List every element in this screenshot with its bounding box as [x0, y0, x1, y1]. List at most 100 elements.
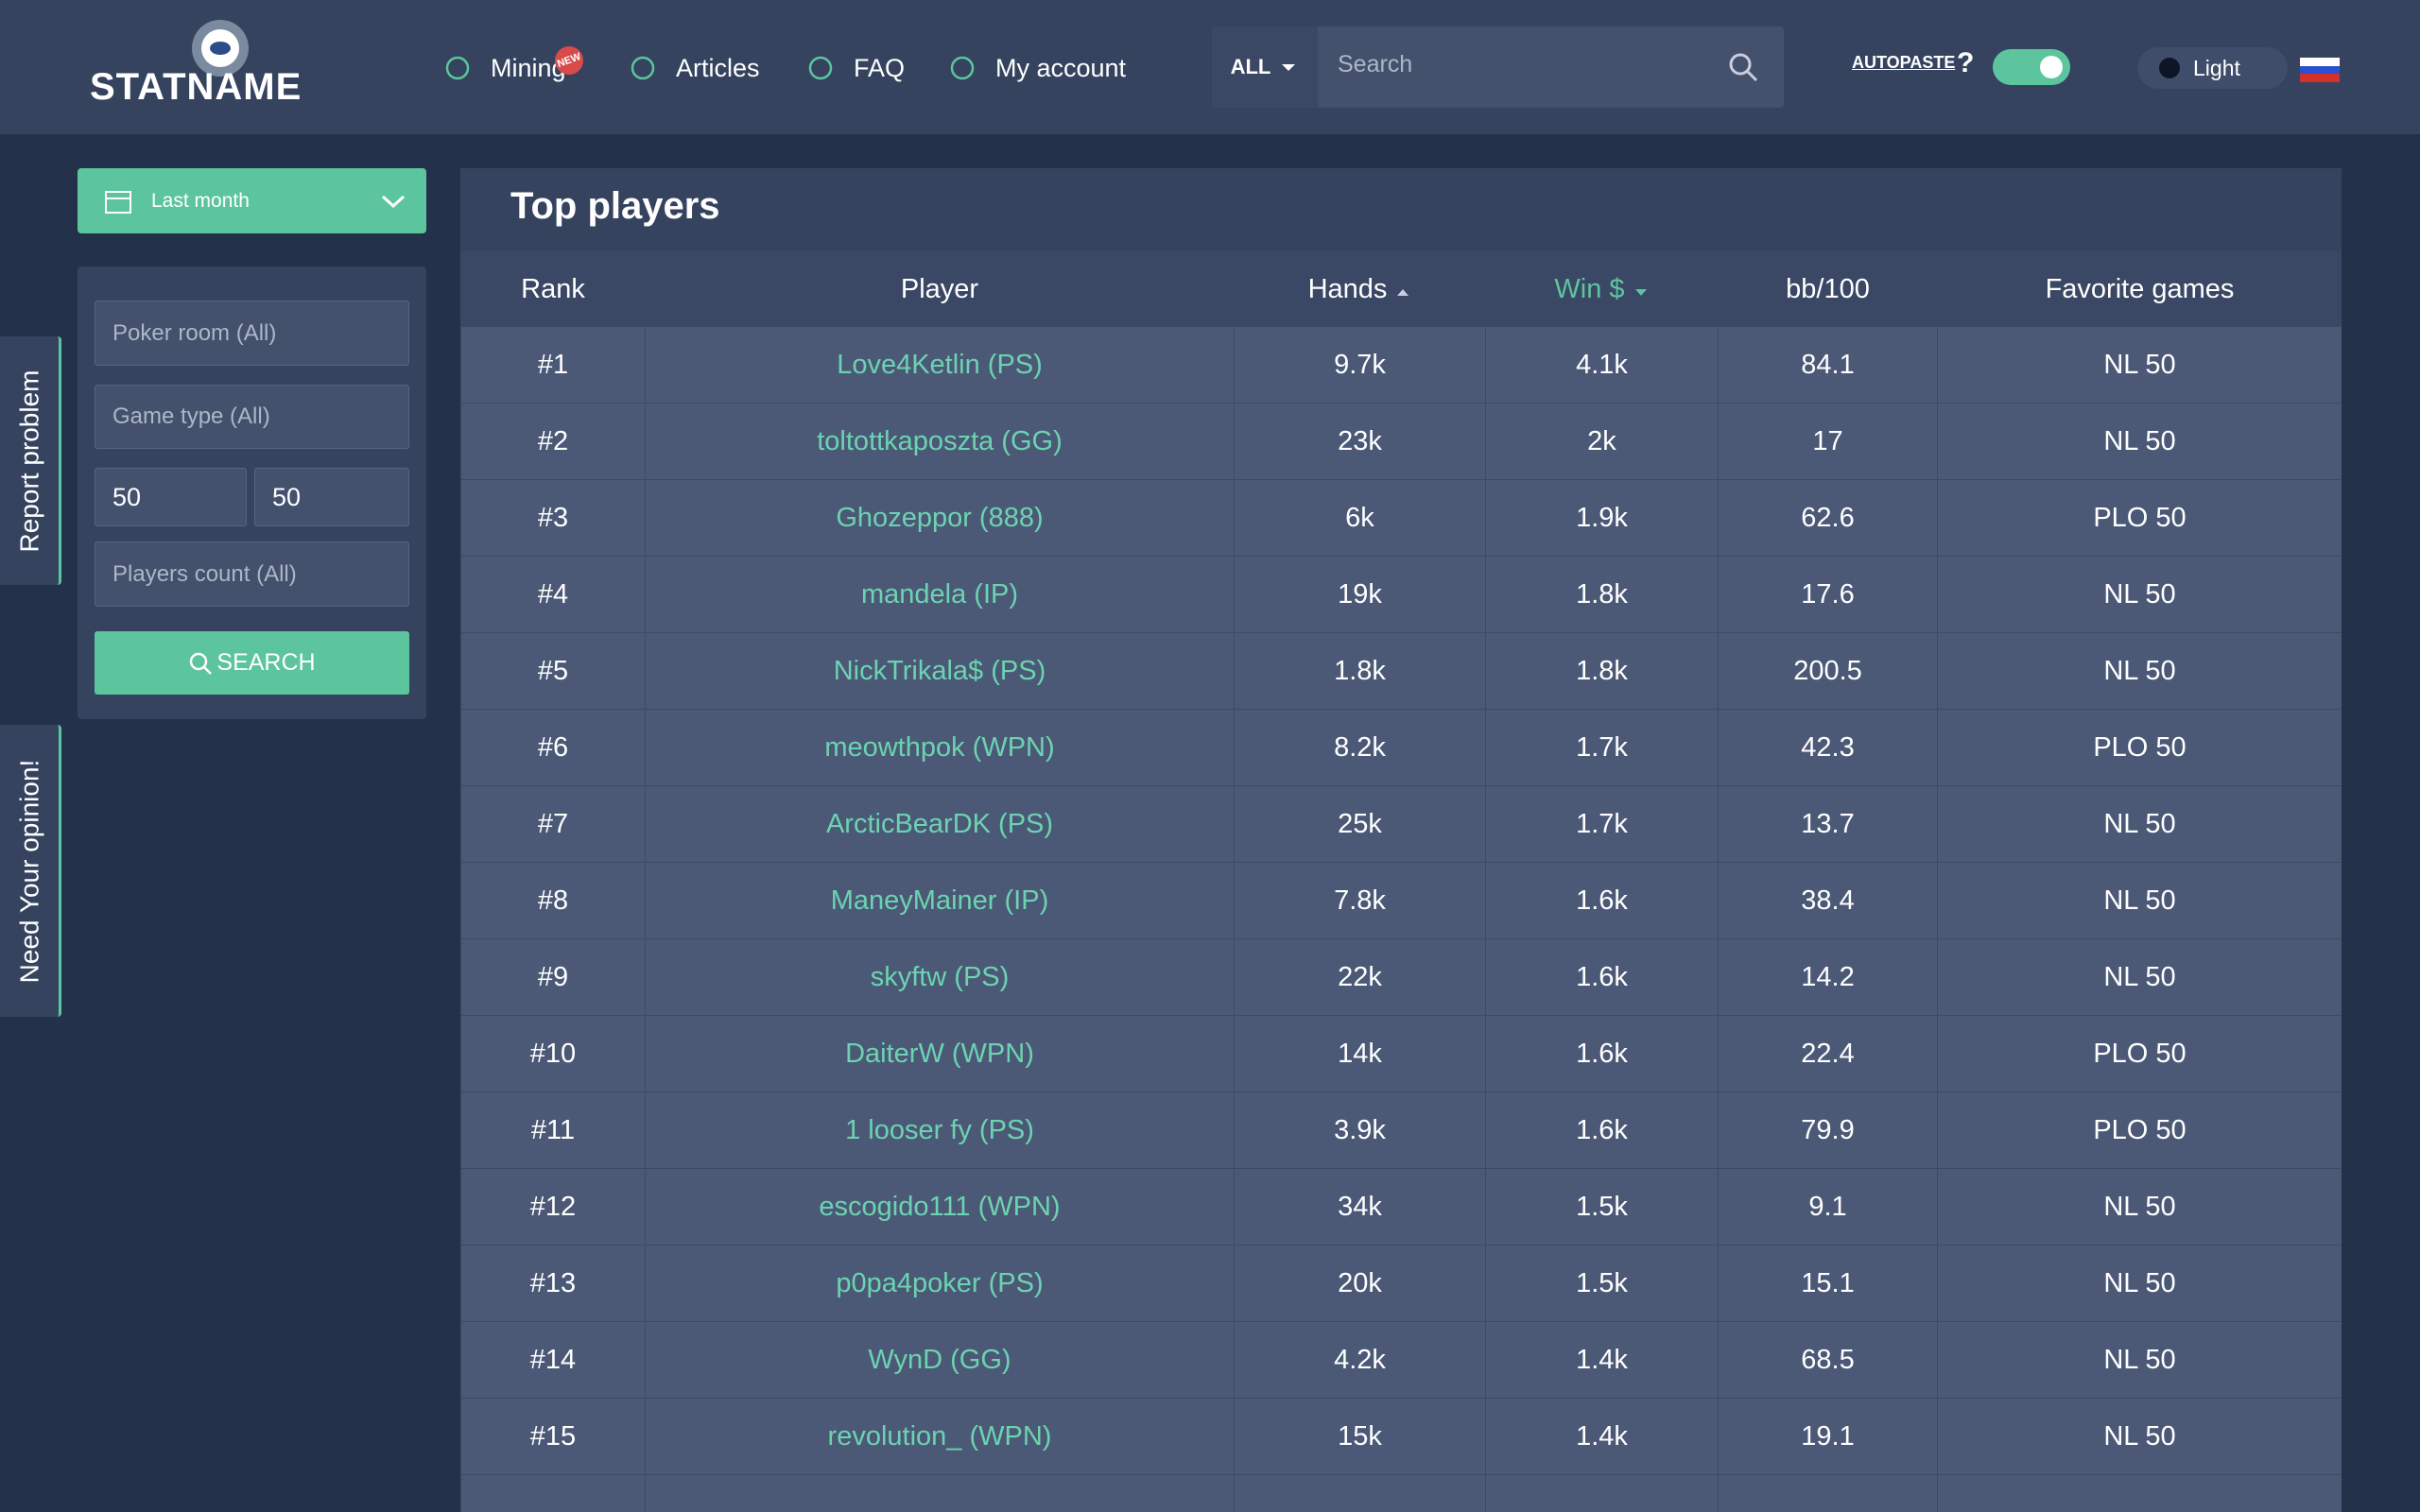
nav-icon	[808, 56, 833, 80]
help[interactable]: ?	[1957, 47, 1975, 78]
table-row: #15 revolution_ (WPN) 15k 1.4k 19.1 NL 50	[460, 1398, 2342, 1475]
cell: #12	[460, 1168, 646, 1246]
player-link[interactable]: ArcticBearDK (PS)	[645, 785, 1235, 863]
report-tab[interactable]: Report problem	[0, 336, 61, 585]
search-icon[interactable]	[1727, 51, 1759, 83]
cell: 84.1	[1718, 326, 1938, 404]
cell: 9.7k	[1234, 326, 1486, 404]
cell: 13.7	[1718, 785, 1938, 863]
scope-label: ALL	[1230, 55, 1271, 78]
button-label: SEARCH	[216, 649, 316, 676]
cell: 15k	[1234, 1398, 1486, 1475]
cell: PLO 50	[1937, 479, 2342, 557]
cell: 1.5k	[1485, 1168, 1719, 1246]
table-row: #2 toltottkaposzta (GG) 23k 2k 17 NL 50	[460, 403, 2342, 480]
nav-label-wrap: Mining NEW	[491, 42, 588, 83]
column-header: Favorite games	[1937, 251, 2342, 327]
table-row: #14 WynD (GG) 4.2k 1.4k 68.5 NL 50	[460, 1321, 2342, 1399]
nav-label: Articles	[676, 53, 760, 82]
cell-empty	[1937, 1474, 2342, 1512]
cell: 38.4	[1718, 862, 1938, 939]
tab-label: Report problem	[14, 369, 44, 552]
cell: PLO 50	[1937, 1091, 2342, 1169]
theme-knob	[2159, 58, 2180, 78]
table-row-partial	[460, 1474, 2342, 1512]
nav-item[interactable]: Mining NEW	[443, 42, 588, 89]
cell: 34k	[1234, 1168, 1486, 1246]
nav-label: My account	[995, 53, 1127, 82]
player-link[interactable]: meowthpok (WPN)	[645, 709, 1235, 786]
nav-icon	[445, 56, 470, 80]
calendar-icon	[105, 190, 131, 214]
player-link[interactable]: 1 looser fy (PS)	[645, 1091, 1235, 1169]
poker-room-input[interactable]: Poker room (All)	[95, 301, 409, 366]
column-header[interactable]: Win $	[1485, 251, 1719, 327]
player-link[interactable]: Love4Ketlin (PS)	[645, 326, 1235, 404]
cell: NL 50	[1937, 1321, 2342, 1399]
search-scope[interactable]: ALL	[1212, 26, 1318, 108]
cell: NL 50	[1937, 1398, 2342, 1475]
cell: #2	[460, 403, 646, 480]
player-link[interactable]: NickTrikala$ (PS)	[645, 632, 1235, 710]
nav-item[interactable]: FAQ	[806, 47, 905, 89]
player-link[interactable]: escogido111 (WPN)	[645, 1168, 1235, 1246]
column-header[interactable]: Hands	[1234, 251, 1486, 327]
cell: 19k	[1234, 556, 1486, 633]
cell: 23k	[1234, 403, 1486, 480]
cell: #5	[460, 632, 646, 710]
cell: 15.1	[1718, 1245, 1938, 1322]
cell: 42.3	[1718, 709, 1938, 786]
player-link[interactable]: toltottkaposzta (GG)	[645, 403, 1235, 480]
cell: 1.8k	[1485, 556, 1719, 633]
period-label: Last month	[151, 189, 250, 212]
nav-icon	[631, 56, 655, 80]
table-body: #1 Love4Ketlin (PS) 9.7k 4.1k 84.1 NL 50 #2 tol…	[460, 326, 2342, 1512]
cell: NL 50	[1937, 862, 2342, 939]
player-link[interactable]: mandela (IP)	[645, 556, 1235, 633]
game-type-input[interactable]: Game type (All)	[95, 385, 409, 449]
max-input[interactable]: 50	[254, 468, 409, 526]
autopaste-toggle[interactable]	[1993, 49, 2070, 85]
header: STATNAME ALL Search AUTOPASTE ? Light Mi…	[0, 0, 2420, 134]
search-button[interactable]: SEARCH	[95, 631, 409, 695]
cell: 9.1	[1718, 1168, 1938, 1246]
player-link[interactable]: Ghozeppor (888)	[645, 479, 1235, 557]
table-row: #9 skyftw (PS) 22k 1.6k 14.2 NL 50	[460, 938, 2342, 1016]
player-link[interactable]: ManeyMainer (IP)	[645, 862, 1235, 939]
column-label: Hands	[1307, 273, 1388, 304]
cell: 2k	[1485, 403, 1719, 480]
cell: 3.9k	[1234, 1091, 1486, 1169]
cell: 19.1	[1718, 1398, 1938, 1475]
cell: NL 50	[1937, 326, 2342, 404]
cell: 1.4k	[1485, 1321, 1719, 1399]
nav-label-wrap: Articles	[676, 54, 760, 83]
players-table: Rank Player Hands Win $ bb/100 Favorite games…	[460, 251, 2342, 1512]
player-link[interactable]: revolution_ (WPN)	[645, 1398, 1235, 1475]
cell: 20k	[1234, 1245, 1486, 1322]
table-row: #10 DaiterW (WPN) 14k 1.6k 22.4 PLO 50	[460, 1015, 2342, 1092]
players-count-input[interactable]: Players count (All)	[95, 541, 409, 607]
player-link[interactable]: DaiterW (WPN)	[645, 1015, 1235, 1092]
nav-label: Mining	[491, 53, 566, 82]
cell: 62.6	[1718, 479, 1938, 557]
player-link[interactable]: skyftw (PS)	[645, 938, 1235, 1016]
theme-toggle[interactable]: Light	[2137, 47, 2288, 89]
cell: 1.6k	[1485, 862, 1719, 939]
min-input[interactable]: 50	[95, 468, 247, 526]
cell: #9	[460, 938, 646, 1016]
cell: 4.1k	[1485, 326, 1719, 404]
nav-item[interactable]: Articles	[629, 47, 760, 89]
period-select[interactable]: Last month	[78, 168, 426, 233]
player-link[interactable]: p0pa4poker (PS)	[645, 1245, 1235, 1322]
opinion-tab[interactable]: Need Your opinion!	[0, 725, 61, 1017]
cell: #11	[460, 1091, 646, 1169]
autopaste-label[interactable]: AUTOPASTE	[1852, 53, 1956, 72]
player-link[interactable]: WynD (GG)	[645, 1321, 1235, 1399]
logo[interactable]: STATNAME	[90, 66, 302, 108]
logo-icon	[192, 20, 249, 77]
cell: #13	[460, 1245, 646, 1322]
search-input[interactable]: Search	[1338, 51, 1413, 77]
language-flag[interactable]	[2300, 58, 2340, 82]
nav-item[interactable]: My account	[948, 47, 1126, 89]
cell: #8	[460, 862, 646, 939]
